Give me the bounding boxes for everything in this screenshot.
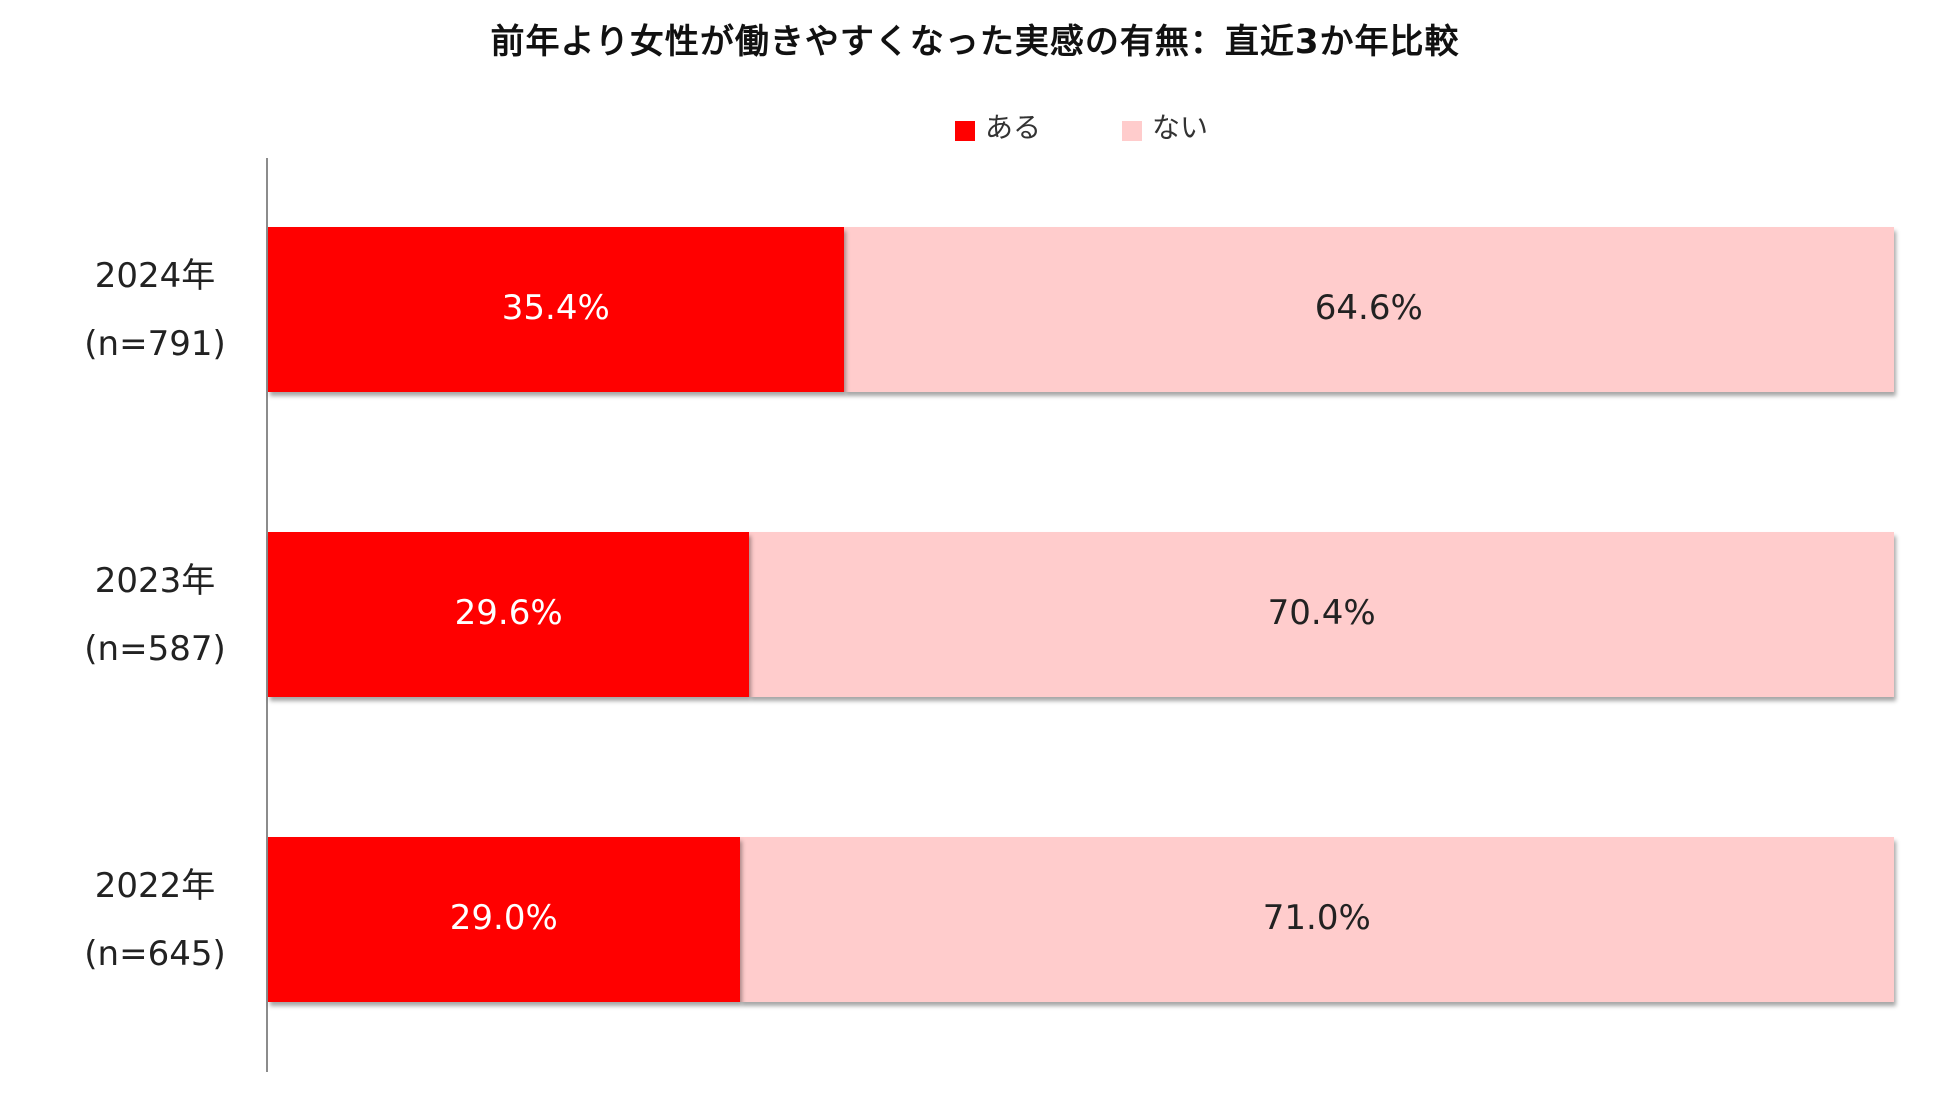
legend-label-nai: ない	[1152, 111, 1209, 144]
legend-swatch-nai	[1122, 121, 1142, 141]
category-year-label: 2024年	[94, 255, 216, 296]
bar-segment-nai	[749, 532, 1894, 697]
data-label: 35.4%	[501, 287, 610, 328]
bar-segment-aru	[268, 837, 740, 1002]
bar-segment-nai	[739, 837, 1894, 1002]
category-n-label: (n=791)	[84, 323, 226, 364]
category-label: 2022年 (n=645)	[40, 852, 270, 988]
legend-swatch-aru	[955, 121, 975, 141]
data-label: 71.0%	[1262, 897, 1371, 938]
bar-segment-aru	[268, 227, 844, 392]
category-label: 2023年 (n=587)	[40, 547, 270, 683]
bar-segment-nai	[843, 227, 1894, 392]
legend-label-aru: ある	[985, 111, 1042, 144]
data-label: 64.6%	[1314, 287, 1423, 328]
data-label: 70.4%	[1267, 592, 1376, 633]
chart-title: 前年より女性が働きやすくなった実感の有無：直近3か年比較	[490, 22, 1460, 62]
category-year-label: 2022年	[94, 865, 216, 906]
bar-segment-aru	[268, 532, 750, 697]
category-year-label: 2023年	[94, 560, 216, 601]
category-n-label: (n=587)	[84, 628, 226, 669]
legend: ある ない	[0, 104, 1950, 148]
category-n-label: (n=645)	[84, 933, 226, 974]
category-axis-line	[266, 158, 268, 1072]
data-label: 29.6%	[454, 592, 563, 633]
data-label: 29.0%	[449, 897, 558, 938]
category-label: 2024年 (n=791)	[40, 242, 270, 378]
